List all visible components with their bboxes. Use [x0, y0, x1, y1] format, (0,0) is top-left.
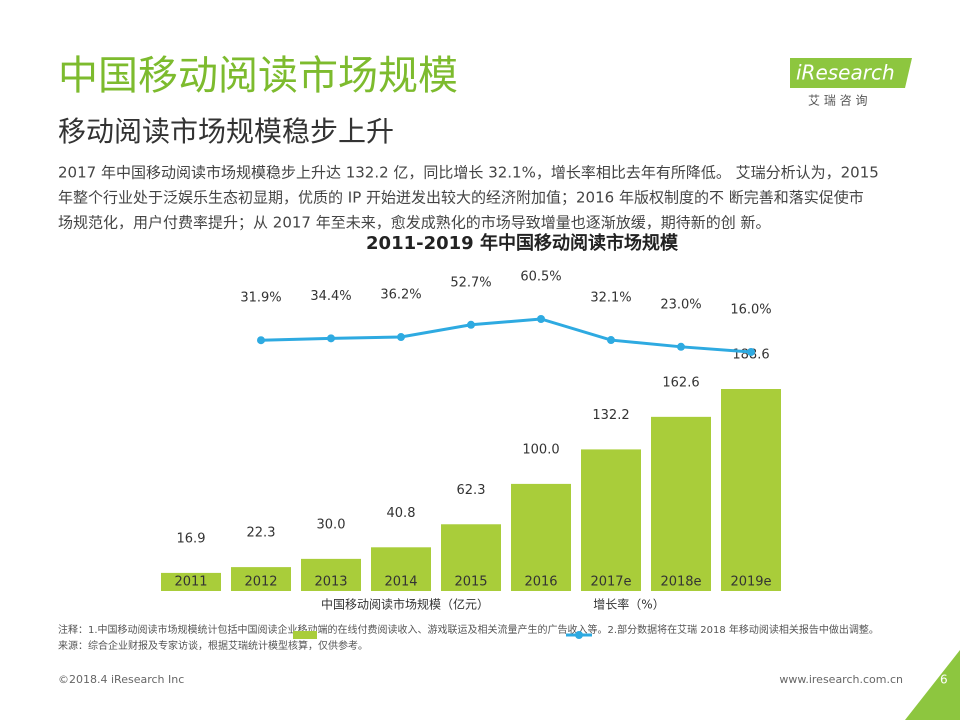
x-tick-label: 2013	[314, 575, 347, 590]
bar-value-label: 30.0	[317, 517, 346, 532]
copyright: ©2018.4 iResearch Inc	[58, 673, 184, 686]
bar	[371, 547, 431, 591]
legend-marker	[293, 631, 317, 639]
line-value-label: 36.2%	[380, 288, 421, 303]
x-tick-label: 2011	[174, 575, 207, 590]
line-value-label: 32.1%	[590, 291, 631, 306]
chart-title: 2011-2019 年中国移动阅读市场规模	[366, 232, 679, 254]
bar	[161, 572, 221, 591]
bar-value-label: 40.8	[387, 506, 416, 521]
line-point	[537, 315, 545, 323]
bar	[231, 567, 291, 591]
bar	[511, 483, 571, 591]
line-value-label: 31.9%	[240, 291, 281, 306]
x-tick-label: 2014	[384, 575, 417, 590]
line-point	[257, 336, 265, 345]
line-point	[677, 342, 685, 351]
bar-value-label: 132.2	[592, 408, 629, 423]
bar	[721, 389, 781, 591]
bar	[441, 524, 501, 591]
bar-value-label: 62.3	[457, 483, 486, 498]
slide-title: 中国移动阅读市场规模	[58, 53, 458, 99]
bar-value-label: 162.6	[662, 375, 699, 390]
paragraph-line: 场规范化，用户付费率提升；从 2017 年至未来，愈发成熟化的市场导致增量也逐渐…	[58, 214, 770, 232]
legend-label: 中国移动阅读市场规模（亿元）	[321, 597, 489, 612]
logo-name: iResearch	[796, 61, 895, 85]
corner	[905, 650, 960, 720]
x-tick-label: 2012	[244, 575, 277, 590]
bar-value-label: 100.0	[522, 442, 559, 457]
line-point	[467, 320, 475, 329]
line	[260, 317, 752, 354]
line-point	[607, 336, 615, 345]
line-point	[747, 348, 755, 356]
slide-subtitle: 移动阅读市场规模稳步上升	[58, 115, 394, 148]
page-number: 6	[940, 673, 948, 687]
logo-box	[790, 58, 912, 88]
x-tick-label: 2017e	[590, 575, 631, 590]
x-tick-label: 2016	[524, 575, 557, 590]
x-tick-label: 2015	[454, 575, 487, 590]
bar	[301, 558, 361, 591]
legend-label: 增长率（%）	[593, 597, 664, 612]
x-tick-label: 2019e	[730, 575, 771, 590]
bar	[581, 449, 641, 591]
note: 来源：综合企业财报及专家访谈，根据艾瑞统计模型核算，仅供参考。	[58, 639, 368, 652]
bar-value-label: 16.9	[177, 531, 206, 546]
x-tick-label: 2018e	[660, 575, 701, 590]
line-value-label: 16.0%	[730, 303, 771, 318]
line-point	[397, 333, 405, 342]
bar-value-label: 22.3	[247, 526, 276, 541]
line-value-label: 34.4%	[310, 289, 351, 304]
line-value-label: 52.7%	[450, 275, 491, 290]
line-point	[327, 334, 335, 343]
bar	[651, 416, 711, 591]
line-value-label: 23.0%	[660, 297, 701, 312]
note: 注释：1.中国移动阅读市场规模统计包括中国阅读企业移动端的在线付费阅读收入、游戏…	[58, 623, 879, 636]
paragraph-line: 年整个行业处于泛娱乐生态初显期，优质的 IP 开始迸发出较大的经济附加值；201…	[58, 189, 864, 207]
legend-marker	[575, 631, 583, 639]
url: www.iresearch.com.cn	[779, 673, 903, 686]
logo-tagline: 艾 瑞 咨 询	[808, 93, 867, 108]
paragraph-line: 2017 年中国移动阅读市场规模稳步上升达 132.2 亿，同比增长 32.1%…	[58, 164, 879, 182]
line-value-label: 60.5%	[520, 270, 561, 285]
